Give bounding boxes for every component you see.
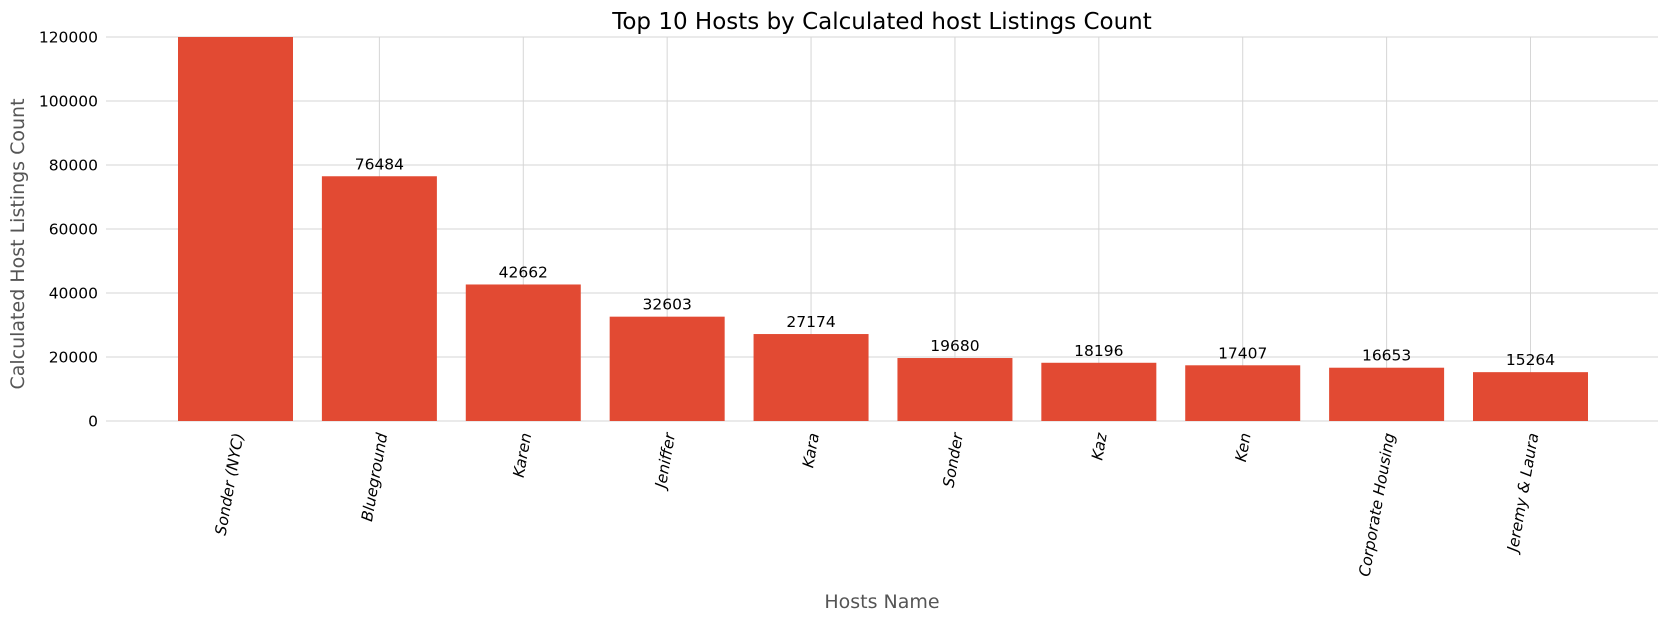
y-axis-label: Calculated Host Listings Count [7, 98, 29, 389]
y-tick-label: 20000 [49, 349, 98, 367]
y-tick-label: 120000 [39, 29, 98, 47]
bar [1041, 362, 1157, 421]
y-tick-label: 100000 [39, 93, 98, 111]
x-tick-label: Karen [510, 432, 536, 479]
bar [1329, 367, 1445, 421]
bar [609, 316, 725, 421]
data-label: 15264 [1506, 351, 1555, 369]
x-tick-label: Corporate Housing [1356, 431, 1399, 577]
x-tick-label: Blueground [358, 431, 391, 522]
bar [753, 334, 869, 421]
y-tick-label: 0 [88, 413, 98, 431]
data-label: 18196 [1074, 342, 1123, 360]
x-axis-label: Hosts Name [824, 591, 939, 613]
bar [1473, 372, 1588, 421]
data-label: 19680 [930, 337, 979, 355]
bar [897, 358, 1013, 421]
data-label: 17407 [1218, 344, 1267, 362]
data-label: 32603 [643, 296, 692, 314]
bar [321, 176, 437, 421]
x-tick-labels: Sonder (NYC) Blueground Karen Jeniffer Kara S… [212, 430, 1543, 578]
x-tick-label: Jeniffer [651, 430, 679, 492]
data-label: 76484 [355, 155, 404, 173]
x-tick-label: Kara [799, 432, 823, 470]
data-label: 42662 [499, 263, 548, 281]
y-tick-label: 80000 [49, 157, 98, 175]
data-labels: 76484 42662 32603 27174 19680 18196 17407 16653… [355, 155, 1555, 369]
x-tick-label: Sonder [940, 430, 968, 489]
x-tick-label: Kaz [1088, 431, 1111, 462]
x-tick-label: Sonder (NYC) [212, 432, 248, 537]
bar [1185, 365, 1301, 421]
bars [178, 37, 1588, 421]
bar [465, 284, 581, 421]
y-tick-label: 60000 [49, 221, 98, 239]
chart-title: Top 10 Hosts by Calculated host Listings… [611, 9, 1152, 35]
bar [178, 37, 293, 421]
y-tick-label: 40000 [49, 285, 98, 303]
data-label: 27174 [786, 313, 835, 331]
data-label: 16653 [1362, 347, 1411, 365]
x-tick-label: Jeremy & Laura [1503, 432, 1542, 556]
x-tick-label: Ken [1232, 432, 1255, 464]
y-tick-labels: 0 20000 40000 60000 80000 100000 120000 [39, 29, 98, 431]
